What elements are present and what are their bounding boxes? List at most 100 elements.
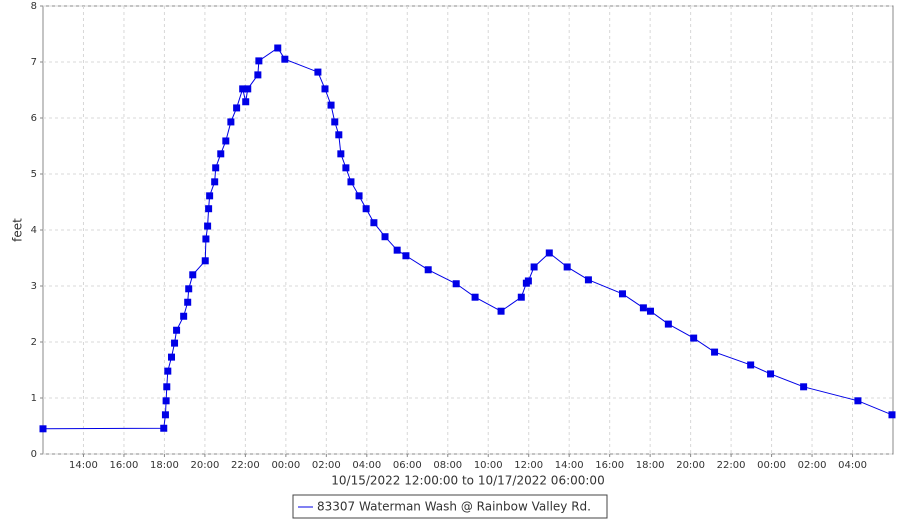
data-point [204,222,212,230]
data-point [211,178,219,186]
data-point [227,118,235,126]
data-point [381,233,389,241]
data-point [800,383,808,391]
x-tick-label: 00:00 [757,460,786,471]
data-point [160,424,168,432]
data-point [424,266,432,274]
data-point [664,320,672,328]
y-tick-label: 3 [31,281,37,292]
x-tick-label: 16:00 [595,460,624,471]
data-point [402,252,410,260]
data-point [244,85,252,93]
data-point [347,178,355,186]
data-point [164,367,172,375]
x-tick-label: 02:00 [312,460,341,471]
data-point [162,397,170,405]
y-tick-label: 2 [31,337,37,348]
y-tick-label: 6 [31,113,37,124]
data-point [205,205,213,213]
x-tick-label: 04:00 [352,460,381,471]
data-point [202,235,210,243]
data-point [206,192,214,200]
data-point [639,304,647,312]
data-point [321,85,329,93]
data-point [618,290,626,298]
x-tick-label: 06:00 [393,460,422,471]
y-tick-label: 7 [31,57,37,68]
data-point [584,276,592,284]
data-point [888,411,896,419]
x-tick-label: 00:00 [271,460,300,471]
data-point [517,293,525,301]
data-point [180,312,188,320]
data-point [173,326,181,334]
y-tick-label: 1 [31,393,37,404]
data-point [189,271,197,279]
y-tick-label: 8 [31,1,37,12]
data-point [171,339,179,347]
data-point [393,246,401,254]
y-axis-label: feet [11,218,25,242]
data-point [711,348,719,356]
data-point [274,44,282,52]
data-point [327,101,335,109]
data-point [342,164,350,172]
y-tick-label: 5 [31,169,37,180]
data-point [337,150,345,158]
x-tick-label: 12:00 [514,460,543,471]
data-point [563,263,571,271]
x-tick-label: 02:00 [798,460,827,471]
data-point [497,307,505,315]
data-point [471,293,479,301]
x-tick-label: 22:00 [717,460,746,471]
data-point [545,249,553,257]
data-point [184,298,192,306]
data-point [314,68,322,76]
data-point [201,257,209,265]
data-point [362,205,370,213]
data-point [370,219,378,227]
x-tick-label: 08:00 [433,460,462,471]
data-point [767,370,775,378]
data-point [530,263,538,271]
data-point [168,353,176,361]
x-tick-label: 14:00 [69,460,98,471]
data-point [646,307,654,315]
legend: 83307 Waterman Wash @ Rainbow Valley Rd. [292,494,608,519]
x-tick-label: 20:00 [190,460,219,471]
data-point [335,131,343,139]
data-point [242,98,250,106]
data-point [185,285,193,293]
data-point [163,383,171,391]
data-point [212,164,220,172]
data-point [355,192,363,200]
data-point [39,425,47,433]
legend-box [292,494,608,519]
data-point [255,57,263,65]
y-tick-label: 0 [31,449,37,460]
data-point [222,137,230,145]
x-tick-label: 14:00 [555,460,584,471]
data-point [161,411,169,419]
data-point [217,150,225,158]
x-tick-label: 18:00 [636,460,665,471]
data-point [690,334,698,342]
data-point [524,277,532,285]
data-point [747,361,755,369]
data-point [233,104,241,112]
data-point [239,85,247,93]
data-point [254,71,262,79]
x-tick-label: 20:00 [676,460,705,471]
x-axis-label: 10/15/2022 12:00:00 to 10/17/2022 06:00:… [331,474,604,488]
x-tick-label: 04:00 [838,460,867,471]
data-point [281,55,289,63]
x-tick-label: 10:00 [474,460,503,471]
x-tick-label: 18:00 [150,460,179,471]
legend-label: 83307 Waterman Wash @ Rainbow Valley Rd. [317,500,591,514]
data-point [331,118,339,126]
x-tick-label: 22:00 [231,460,260,471]
x-tick-label: 16:00 [110,460,139,471]
data-point [452,280,460,288]
y-tick-label: 4 [31,225,37,236]
